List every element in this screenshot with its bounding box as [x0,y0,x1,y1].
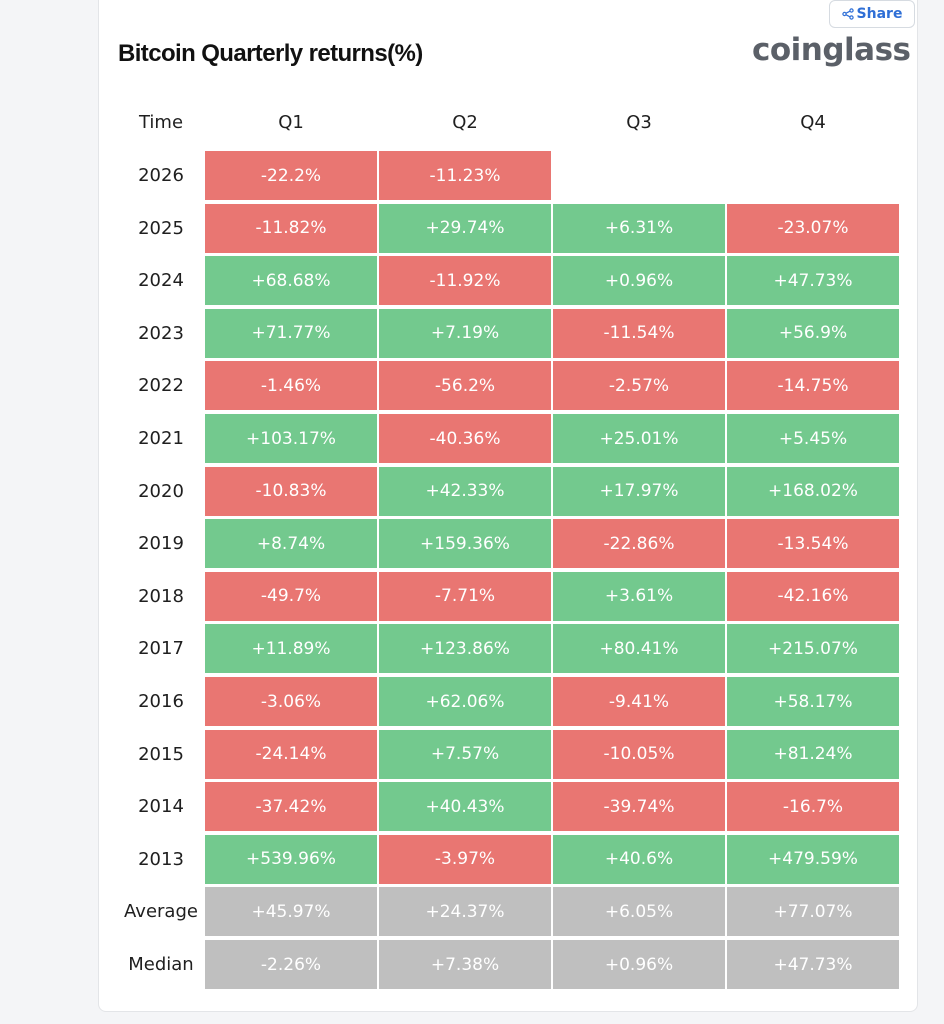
cell-2014-q3: -39.74% [553,782,725,832]
share-button[interactable]: Share [829,0,915,28]
cell-2022-q2: -56.2% [379,361,551,411]
cell-2022-q3: -2.57% [553,361,725,411]
cell-2015-q1: -24.14% [205,729,377,779]
time-column-header: Time [138,112,184,133]
row-label-2025: 2025 [138,217,184,239]
row-label-2023: 2023 [138,322,184,344]
cell-2021-q3: +25.01% [553,414,725,463]
cell-2018-q2: -7.71% [379,571,551,621]
cell-median-q3: +0.96% [553,940,725,989]
cell-2017-q3: +80.41% [553,624,725,674]
cell-2013-q1: +539.96% [205,834,377,884]
cell-2014-q1: -37.42% [205,782,377,832]
cell-2024-q2: -11.92% [379,256,551,306]
cell-2013-q3: +40.6% [553,834,725,884]
row-label-2014: 2014 [138,796,184,818]
cell-2016-q3: -9.41% [553,677,725,726]
cell-2023-q2: +7.19% [379,308,551,358]
cell-2025-q3: +6.31% [553,203,725,253]
row-label-median: Median [128,954,194,975]
cell-2026-q2: -11.23% [379,151,551,200]
cell-2015-q2: +7.57% [379,729,551,779]
cell-2015-q3: -10.05% [553,729,725,779]
cell-2021-q1: +103.17% [205,414,377,463]
cell-2017-q2: +123.86% [379,624,551,674]
chart-title: Bitcoin Quarterly returns(%) [118,40,423,67]
cell-2013-q4: +479.59% [727,834,899,884]
cell-2025-q1: -11.82% [205,203,377,253]
share-label: Share [856,6,903,22]
cell-2020-q4: +168.02% [727,466,899,516]
cell-2020-q2: +42.33% [379,466,551,516]
row-label-2018: 2018 [138,585,184,607]
coinglass-logo: coinglass [752,32,911,68]
cell-average-q1: +45.97% [205,887,377,937]
cell-2025-q4: -23.07% [727,203,899,253]
cell-2017-q4: +215.07% [727,624,899,674]
cell-2019-q1: +8.74% [205,519,377,569]
cell-2020-q3: +17.97% [553,466,725,516]
row-label-2013: 2013 [138,848,184,870]
column-header-q3: Q3 [626,112,652,133]
cell-average-q3: +6.05% [553,887,725,937]
cell-median-q4: +47.73% [727,940,899,989]
cell-2019-q3: -22.86% [553,519,725,569]
cell-2019-q2: +159.36% [379,519,551,569]
cell-2023-q3: -11.54% [553,308,725,358]
cell-2026-q1: -22.2% [205,151,377,200]
cell-average-q4: +77.07% [727,887,899,937]
cell-2019-q4: -13.54% [727,519,899,569]
row-label-2021: 2021 [138,428,184,449]
column-header-q4: Q4 [800,112,826,133]
row-label-2022: 2022 [138,375,184,397]
cell-2021-q2: -40.36% [379,414,551,463]
cell-2024-q1: +68.68% [205,256,377,306]
cell-2020-q1: -10.83% [205,466,377,516]
cell-2025-q2: +29.74% [379,203,551,253]
cell-2024-q4: +47.73% [727,256,899,306]
cell-2021-q4: +5.45% [727,414,899,463]
cell-average-q2: +24.37% [379,887,551,937]
column-header-q1: Q1 [278,112,304,133]
cell-2023-q4: +56.9% [727,308,899,358]
share-icon [841,8,854,20]
cell-2016-q4: +58.17% [727,677,899,726]
cell-2014-q2: +40.43% [379,782,551,832]
cell-2015-q4: +81.24% [727,729,899,779]
row-label-2020: 2020 [138,480,184,502]
cell-2016-q2: +62.06% [379,677,551,726]
cell-2018-q3: +3.61% [553,571,725,621]
cell-2024-q3: +0.96% [553,256,725,306]
column-header-q2: Q2 [452,112,478,133]
row-label-2016: 2016 [138,691,184,712]
cell-2023-q1: +71.77% [205,308,377,358]
cell-2016-q1: -3.06% [205,677,377,726]
row-label-2017: 2017 [138,638,184,660]
cell-2022-q4: -14.75% [727,361,899,411]
row-label-2015: 2015 [138,743,184,765]
cell-median-q2: +7.38% [379,940,551,989]
row-label-2026: 2026 [138,165,184,186]
cell-2013-q2: -3.97% [379,834,551,884]
cell-2017-q1: +11.89% [205,624,377,674]
cell-2014-q4: -16.7% [727,782,899,832]
cell-median-q1: -2.26% [205,940,377,989]
cell-2018-q1: -49.7% [205,571,377,621]
cell-2018-q4: -42.16% [727,571,899,621]
row-label-2024: 2024 [138,270,184,292]
row-label-2019: 2019 [138,533,184,555]
cell-2022-q1: -1.46% [205,361,377,411]
row-label-average: Average [124,901,198,923]
